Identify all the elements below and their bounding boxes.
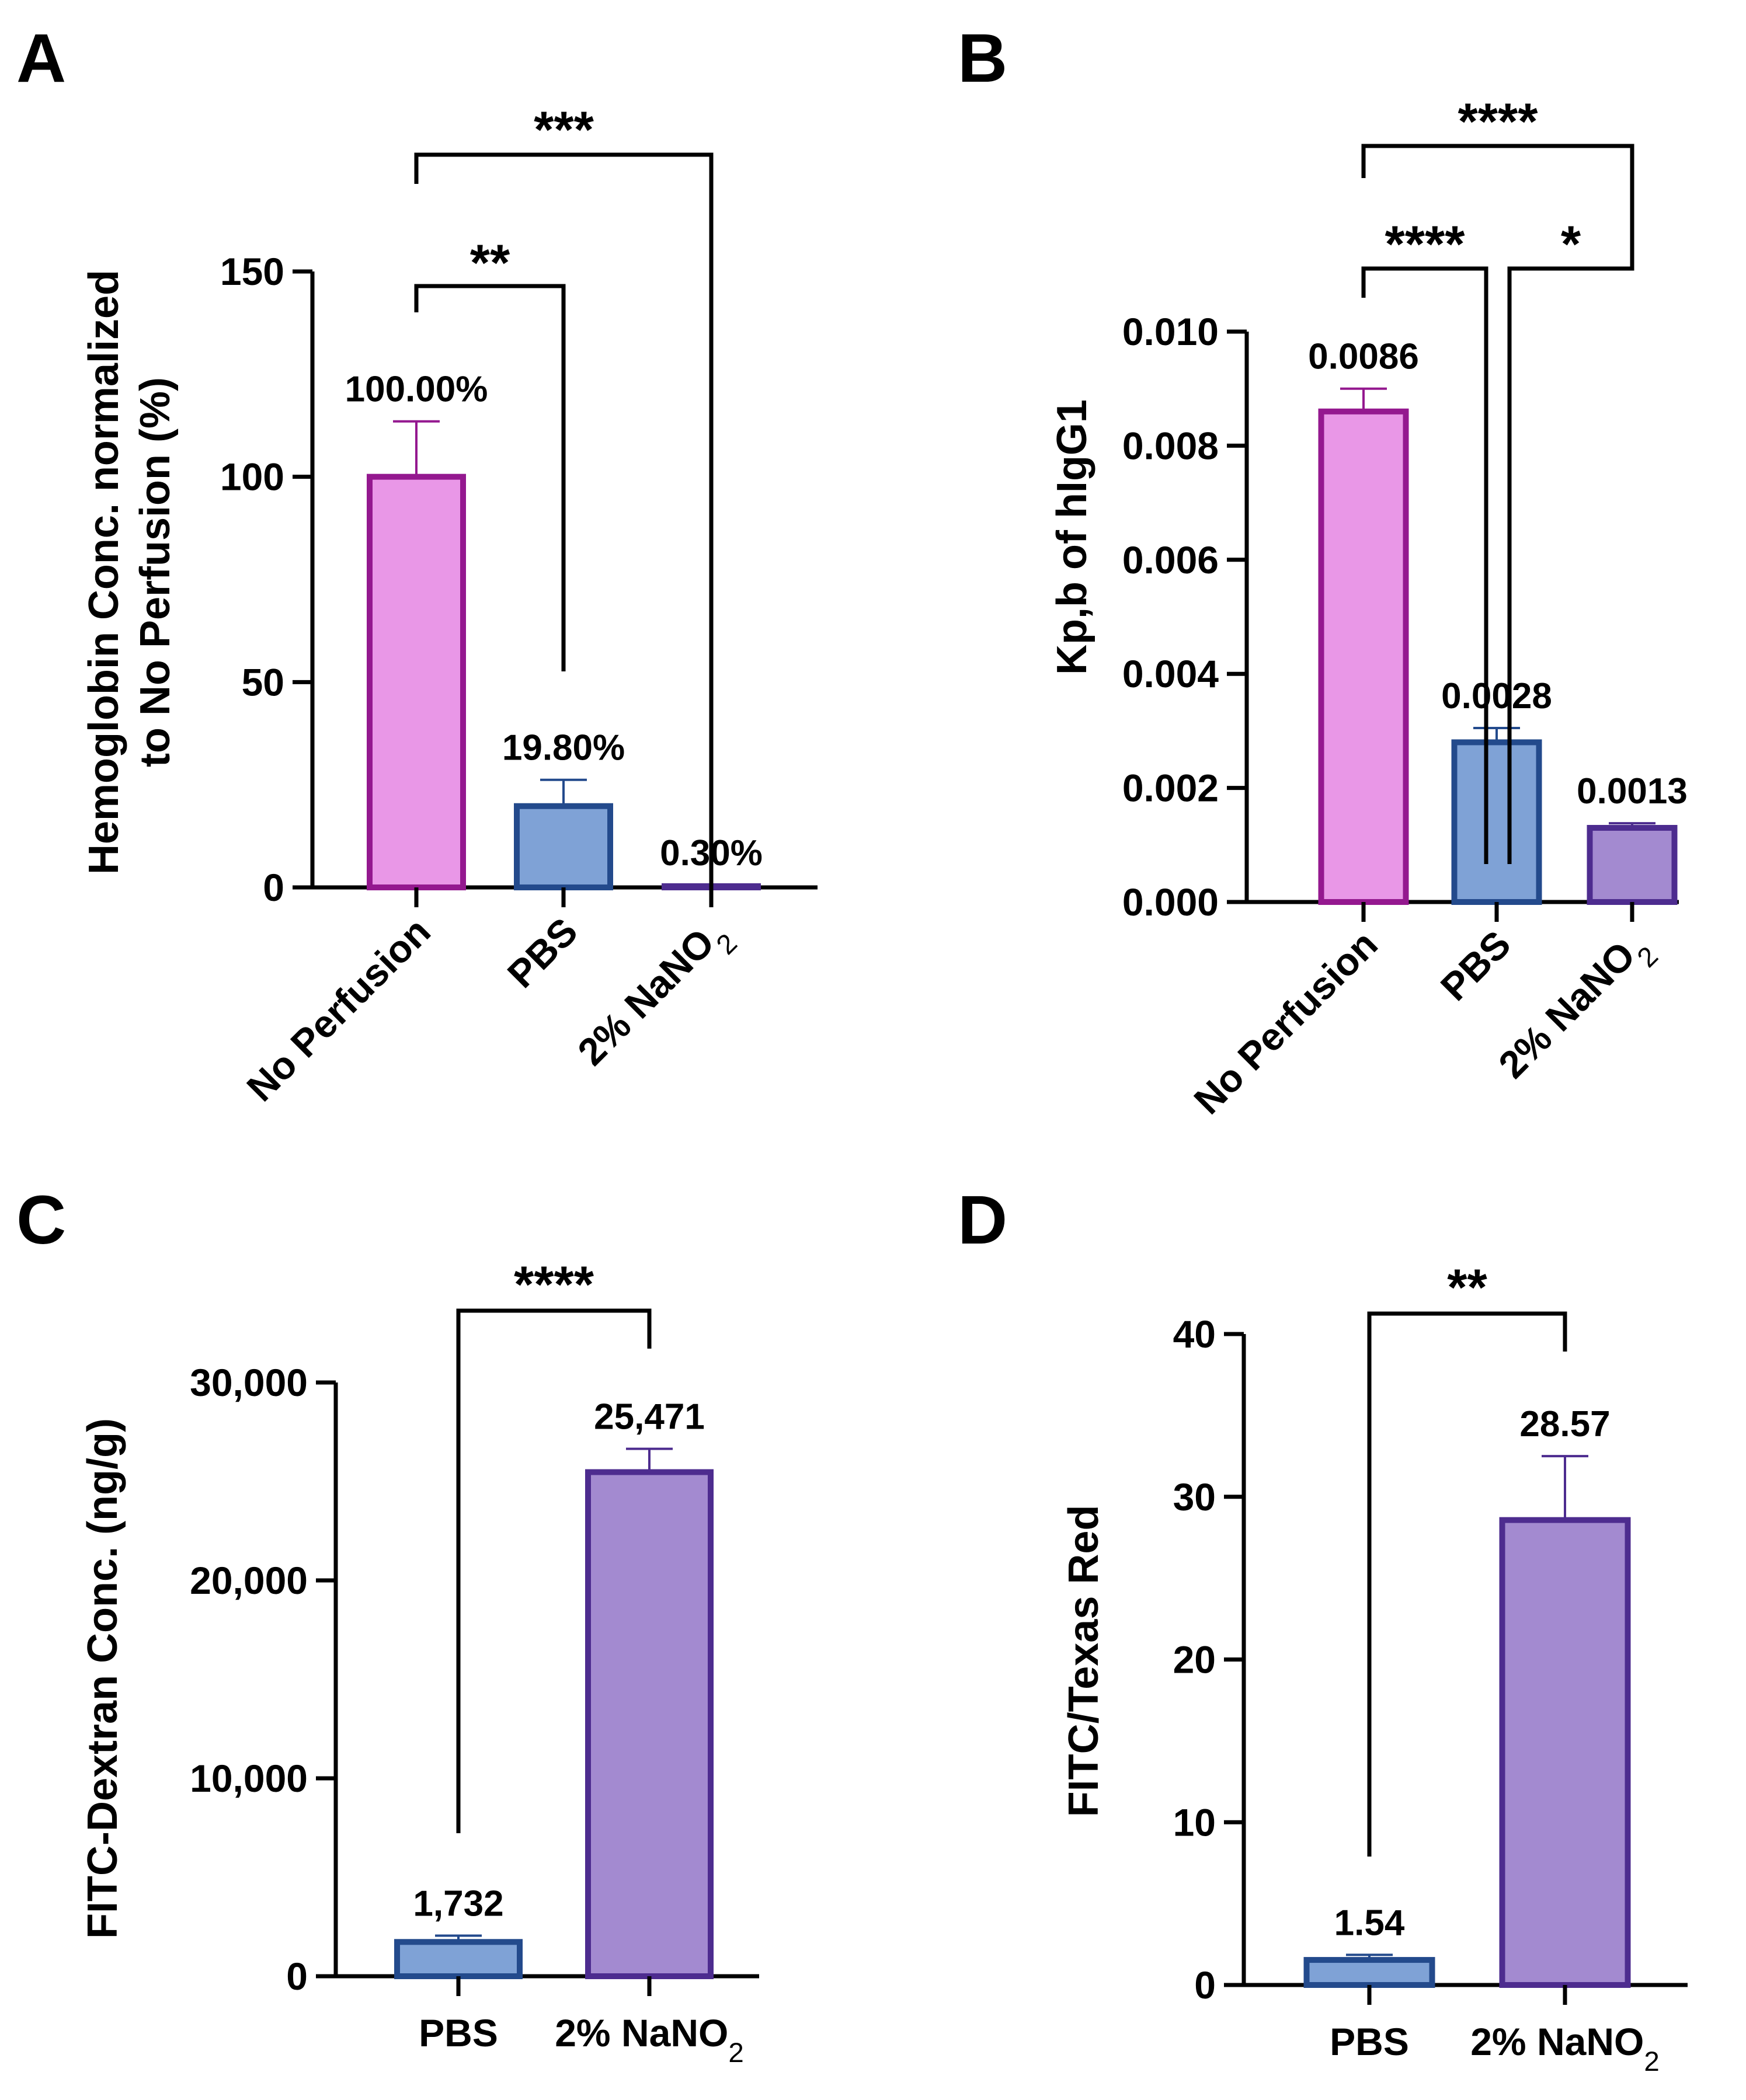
value-label-d: 1.54 xyxy=(1334,1903,1405,1943)
x-category-label-a: 2% NaNO2 xyxy=(569,910,743,1084)
y-tick-label-a: 100 xyxy=(220,455,284,499)
value-label-b: 0.0086 xyxy=(1308,337,1419,377)
y-tick-label-a: 150 xyxy=(220,250,284,293)
y-tick-label-a: 50 xyxy=(242,660,284,704)
panel-a: A Hemoglobin Conc. normalized to No Perf… xyxy=(16,20,818,1109)
significance-bracket-a xyxy=(414,284,566,671)
value-label-a: 19.80% xyxy=(502,728,625,768)
significance-bracket-d xyxy=(1367,1311,1567,1857)
value-label-a: 100.00% xyxy=(345,370,488,410)
bar-d-0 xyxy=(1303,1957,1435,1988)
panel-letter-c: C xyxy=(16,1182,66,1259)
y-tick-label-c: 0 xyxy=(286,1955,308,1998)
value-label-c: 25,471 xyxy=(594,1397,705,1437)
bar-b-2 xyxy=(1587,824,1678,905)
significance-bracket-b xyxy=(1361,144,1634,238)
significance-label-a: ** xyxy=(470,234,510,291)
y-tick-label-b: 0.002 xyxy=(1122,767,1219,810)
bar-b-1 xyxy=(1451,739,1542,905)
significance-label-c: **** xyxy=(514,1255,594,1313)
y-axis-title-a-line1: Hemoglobin Conc. normalized xyxy=(81,270,127,875)
y-axis-title-a-line2: to No Perfusion (%) xyxy=(132,377,179,767)
significance-bracket-b xyxy=(1507,238,1634,864)
panel-b: B 0.000 0.002 0.004 0.006 0.008 0.010 Kp,b of … xyxy=(958,20,1688,1122)
bar-a-1 xyxy=(514,803,613,890)
panel-letter-b: B xyxy=(958,20,1007,97)
y-tick-label-b: 0.000 xyxy=(1122,880,1219,924)
panel-letter-a: A xyxy=(16,20,66,97)
x-category-label-a: No Perfusion xyxy=(238,910,439,1110)
bar-a-0 xyxy=(367,473,466,890)
x-category-label-a: PBS xyxy=(499,910,586,996)
value-label-b: 0.0013 xyxy=(1577,771,1688,812)
bar-c-1 xyxy=(585,1469,714,1980)
y-tick-label-d: 30 xyxy=(1173,1475,1216,1519)
x-category-label-d: 2% NaNO2 xyxy=(1470,2020,1660,2077)
value-label-b: 0.0028 xyxy=(1441,676,1552,716)
x-category-label-d: PBS xyxy=(1330,2020,1409,2063)
panel-letter-d: D xyxy=(958,1182,1007,1259)
y-tick-label-c: 30,000 xyxy=(190,1361,308,1404)
y-axis-title-b: Kp,b of hIgG1 xyxy=(1049,399,1095,675)
significance-label-b: **** xyxy=(1385,215,1466,273)
significance-bracket-b xyxy=(1361,266,1488,864)
y-tick-label-d: 0 xyxy=(1194,1963,1216,2007)
significance-label-b: * xyxy=(1561,215,1581,273)
bar-c-0 xyxy=(394,1939,523,1979)
x-category-label-b: 2% NaNO2 xyxy=(1490,922,1664,1096)
y-tick-label-b: 0.008 xyxy=(1122,424,1219,467)
x-category-label-c: PBS xyxy=(419,2011,498,2054)
y-tick-label-b: 0.010 xyxy=(1122,310,1219,353)
y-tick-label-c: 10,000 xyxy=(190,1757,308,1800)
panel-c: C 0 10,000 20,000 30,000 FITC-Dextran Conc. … xyxy=(16,1182,759,2068)
value-label-d: 28.57 xyxy=(1519,1404,1610,1444)
significance-label-d: ** xyxy=(1447,1258,1487,1316)
y-axis-title-d: FITC/Texas Red xyxy=(1060,1505,1107,1817)
x-category-label-c: 2% NaNO2 xyxy=(555,2011,744,2068)
x-category-label-b: PBS xyxy=(1432,922,1519,1009)
y-tick-label-d: 10 xyxy=(1173,1801,1216,1844)
bar-d-1 xyxy=(1499,1517,1631,1988)
y-tick-label-c: 20,000 xyxy=(190,1559,308,1602)
panel-d: D 0 10 20 30 40 FITC/Texas Red 1.54 PBS 28.57 2% … xyxy=(958,1182,1688,2077)
bar-b-0 xyxy=(1318,408,1409,905)
y-tick-label-b: 0.006 xyxy=(1122,538,1219,581)
significance-label-a: *** xyxy=(534,100,594,158)
y-axis-title-c: FITC-Dextran Conc. (ng/g) xyxy=(79,1418,126,1939)
value-label-c: 1,732 xyxy=(413,1884,503,1924)
y-axis-title-a: Hemoglobin Conc. normalized to No Perfus… xyxy=(81,270,179,875)
y-tick-label-a: 0 xyxy=(263,866,284,909)
y-tick-label-d: 40 xyxy=(1173,1312,1216,1356)
y-tick-label-d: 20 xyxy=(1173,1638,1216,1681)
significance-bracket-a xyxy=(414,152,714,902)
y-tick-label-b: 0.004 xyxy=(1122,652,1219,695)
significance-bracket-c xyxy=(456,1308,652,1833)
significance-label-b: **** xyxy=(1458,92,1539,150)
x-category-label-b: No Perfusion xyxy=(1185,922,1386,1123)
